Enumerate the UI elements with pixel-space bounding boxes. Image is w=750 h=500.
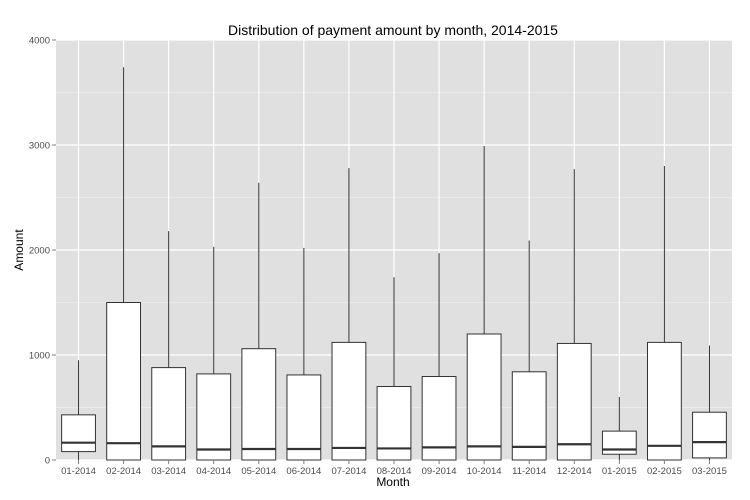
box-body [241, 348, 277, 461]
box-body [421, 376, 457, 461]
box-body [61, 414, 96, 453]
x-tick-label: 06-2014 [286, 466, 321, 477]
box-body [331, 341, 367, 461]
box-10-2014 [466, 146, 502, 461]
y-axis-label: Amount [12, 229, 26, 271]
x-tick-label: 04-2014 [196, 466, 231, 477]
x-tick-label: 05-2014 [241, 466, 276, 477]
box-body [511, 371, 547, 461]
box-body [106, 302, 141, 461]
box-05-2014 [241, 182, 277, 461]
x-tick-label: 12-2014 [557, 466, 592, 477]
box-09-2014 [421, 253, 457, 461]
box-06-2014 [286, 247, 322, 461]
x-tick-label: 03-2014 [151, 466, 186, 477]
box-body [466, 333, 502, 461]
box-07-2014 [331, 168, 367, 461]
box-01-2014 [61, 360, 96, 460]
x-tick-label: 02-2014 [106, 466, 141, 477]
x-axis: 01-2014 02-2014 03-2014 04-2014 05-2014 06-20… [61, 460, 727, 477]
x-tick-label: 10-2014 [467, 466, 502, 477]
y-tick-label: 2000 [29, 246, 50, 257]
box-03-2014 [151, 231, 187, 461]
x-tick-label: 07-2014 [331, 466, 366, 477]
x-tick-label: 11-2014 [512, 466, 546, 477]
box-02-2014 [106, 67, 141, 461]
x-tick-label: 01-2015 [602, 466, 637, 477]
box-01-2015 [601, 397, 637, 460]
x-tick-label: 02-2015 [647, 466, 682, 477]
x-tick-label: 01-2014 [61, 466, 96, 477]
box-body [196, 373, 232, 461]
box-body [286, 374, 322, 461]
x-tick-label: 08-2014 [377, 466, 412, 477]
y-tick-label: 4000 [29, 36, 50, 47]
x-tick-label: 09-2014 [422, 466, 457, 477]
box-body [692, 411, 727, 459]
box-body [601, 430, 637, 455]
x-tick-label: 03-2015 [692, 466, 727, 477]
y-tick-label: 1000 [29, 351, 50, 362]
box-08-2014 [376, 277, 412, 461]
y-tick-label: 0 [45, 456, 50, 467]
box-02-2015 [647, 166, 682, 461]
x-axis-label: Month [376, 475, 409, 489]
chart-title: Distribution of payment amount by month,… [228, 22, 558, 38]
y-tick-label: 3000 [29, 141, 50, 152]
y-axis: 0 1000 2000 3000 4000 [29, 36, 56, 467]
box-11-2014 [511, 240, 547, 461]
box-body [556, 342, 592, 461]
boxes-layer [61, 67, 727, 461]
box-03-2015 [692, 345, 727, 460]
box-body [647, 341, 682, 461]
